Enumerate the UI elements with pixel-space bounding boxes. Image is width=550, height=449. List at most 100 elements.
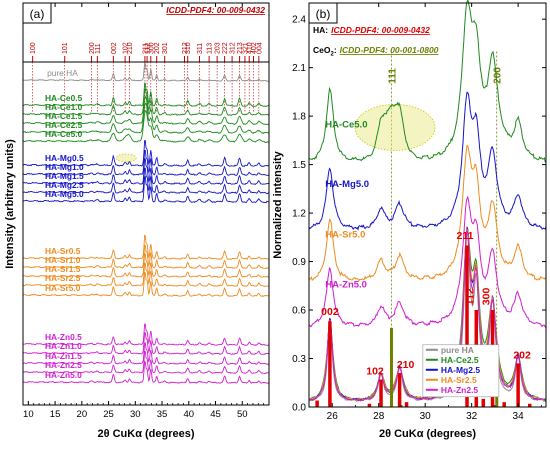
series-a-label: HA-Ce1.5 bbox=[45, 111, 83, 121]
xtick-b-label: 30 bbox=[420, 411, 432, 422]
series-a-line bbox=[22, 110, 270, 143]
ref-a-hkl: 321 bbox=[242, 42, 249, 54]
series-a-label: HA-Zn5.0 bbox=[45, 370, 82, 380]
legend-label: HA-Ce2.5 bbox=[441, 355, 479, 365]
xtick-b-label: 28 bbox=[373, 411, 385, 422]
series-a-line bbox=[22, 350, 270, 374]
xtick-b-label: 34 bbox=[513, 411, 525, 422]
xtick-b-label: 26 bbox=[327, 411, 339, 422]
ref-a-hkl: 004 bbox=[256, 42, 263, 54]
ytick-b-label: 0.9 bbox=[292, 257, 306, 268]
series-a-label: HA-Mg1.0 bbox=[45, 162, 84, 172]
xlabel-b: 2θ CuKα (degrees) bbox=[379, 428, 476, 440]
ceo2-hkl: 111 bbox=[387, 68, 398, 84]
xtick-a-label: 10 bbox=[23, 409, 34, 420]
series-a-line bbox=[22, 323, 270, 346]
ref-a-hkl: 300 bbox=[148, 42, 155, 54]
ref-ceo2-prefix: CeO bbox=[313, 45, 331, 55]
panel-a-box bbox=[22, 2, 52, 24]
ylabel-b: Normalized intensity bbox=[272, 150, 284, 258]
ref-ha-hkl: 202 bbox=[513, 350, 531, 362]
ref-ha-label: ICDD-PDF4: 00-009-0432 bbox=[331, 25, 430, 35]
legend-label: HA-Sr2.5 bbox=[441, 375, 477, 385]
series-a-label: HA-Zn2.5 bbox=[45, 360, 82, 370]
stacked-line-b bbox=[308, 91, 547, 231]
stacked-label-b: HA-Zn5.0 bbox=[325, 279, 367, 290]
series-a-line bbox=[22, 262, 270, 287]
ref-a-hkl: 101 bbox=[62, 42, 69, 54]
xtick-a-label: 30 bbox=[130, 409, 141, 420]
ceo2-hkl: 200 bbox=[493, 67, 504, 84]
xlabel-a: 2θ CuKα (degrees) bbox=[97, 428, 194, 440]
xtick-a-label: 15 bbox=[50, 409, 61, 420]
series-a-label: HA-Ce5.0 bbox=[45, 129, 83, 139]
ref-a-hkl: 112 bbox=[145, 43, 152, 54]
panel-a-label: (a) bbox=[30, 7, 45, 21]
ytick-b-label: 0.3 bbox=[292, 354, 306, 365]
series-a-line bbox=[22, 271, 270, 298]
ylabel-a: Intensity (arbitrary units) bbox=[4, 139, 16, 269]
series-a-line bbox=[22, 332, 270, 355]
ytick-b-label: 2.4 bbox=[292, 15, 306, 26]
ytick-b-label: 1.2 bbox=[292, 209, 306, 220]
stacked-label-b: HA-Sr5.0 bbox=[325, 229, 365, 240]
ref-a-hkl: 402 bbox=[251, 42, 258, 54]
series-a-label: HA-Zn0.5 bbox=[45, 332, 82, 342]
ytick-b-label: 0.0 bbox=[292, 403, 306, 414]
series-a-label: HA-Sr0.5 bbox=[45, 246, 81, 256]
ref-a-hkl: 310 bbox=[185, 42, 192, 54]
series-a-label: HA-Zn1.0 bbox=[45, 341, 82, 351]
panel-b: 111 200 002 102 210 211 112 300 202 HA-Ce5.0 HA-Mg… bbox=[272, 0, 547, 440]
ref-ha-hkl: 112 bbox=[464, 288, 476, 305]
series-a-line bbox=[22, 139, 270, 167]
series-a-label: HA-Mg2.5 bbox=[45, 180, 84, 190]
series-a-line bbox=[22, 342, 270, 365]
stacked-label-b: HA-Ce5.0 bbox=[325, 119, 367, 130]
ref-a-hkl: 213 bbox=[237, 42, 244, 54]
ref-a-hkl: 212 bbox=[182, 42, 189, 54]
series-a-label: HA-Ce1.0 bbox=[45, 102, 83, 112]
series-a-label: HA-Mg0.5 bbox=[45, 153, 84, 163]
ref-a-hkl: 113 bbox=[207, 43, 214, 54]
ref-ha-hkl: 210 bbox=[397, 359, 415, 371]
series-a-label: HA-Ce2.5 bbox=[45, 120, 83, 130]
ref-a-hkl: 312 bbox=[230, 42, 237, 54]
ytick-b-label: 0.6 bbox=[292, 306, 306, 317]
ref-ceo2-sub: 2 bbox=[330, 52, 334, 58]
stacked-line-b bbox=[308, 195, 547, 329]
series-a-label: HA-Sr1.0 bbox=[45, 255, 81, 265]
xtick-a-label: 50 bbox=[237, 409, 248, 420]
series-a-line bbox=[23, 252, 270, 278]
series-a-line bbox=[22, 234, 270, 260]
series-a-label: HA-Sr1.5 bbox=[45, 264, 81, 274]
series-a-line bbox=[22, 62, 270, 82]
xtick-a-label: 25 bbox=[103, 409, 114, 420]
series-a-line bbox=[22, 150, 270, 176]
stacked-line-b bbox=[308, 145, 547, 282]
series-a-line bbox=[22, 244, 270, 269]
series-a-label: HA-Mg5.0 bbox=[45, 189, 84, 199]
ref-ha-hkl: 002 bbox=[321, 306, 339, 318]
ref-a-hkl: 102 bbox=[123, 42, 130, 54]
ref-ha-hkl: 102 bbox=[366, 366, 384, 378]
series-a-label: HA-Sr5.0 bbox=[45, 283, 81, 293]
ref-ha-prefix: HA: bbox=[313, 25, 328, 35]
xtick-a-label: 35 bbox=[157, 409, 168, 420]
series-a-label: pure HA bbox=[47, 68, 78, 78]
ref-a-hkl: 210 bbox=[127, 42, 134, 54]
stacked-line-b bbox=[308, 0, 547, 163]
series-a-label: HA-Ce0.5 bbox=[45, 93, 83, 103]
series-a-line bbox=[22, 95, 270, 125]
ref-ha-title: HA: ICDD-PDF4: 00-009-0432 bbox=[313, 25, 430, 35]
ref-a-hkl: 111 bbox=[95, 43, 102, 54]
panel-b-label: (b) bbox=[316, 7, 331, 21]
xtick-a-label: 20 bbox=[77, 409, 88, 420]
ref-a-hkl: 202 bbox=[154, 42, 161, 54]
highlight-ellipse-b bbox=[354, 104, 436, 151]
ref-ceo2-colon: : bbox=[334, 45, 337, 55]
highlight-ellipse-a bbox=[115, 153, 137, 163]
series-a-line bbox=[22, 175, 270, 204]
